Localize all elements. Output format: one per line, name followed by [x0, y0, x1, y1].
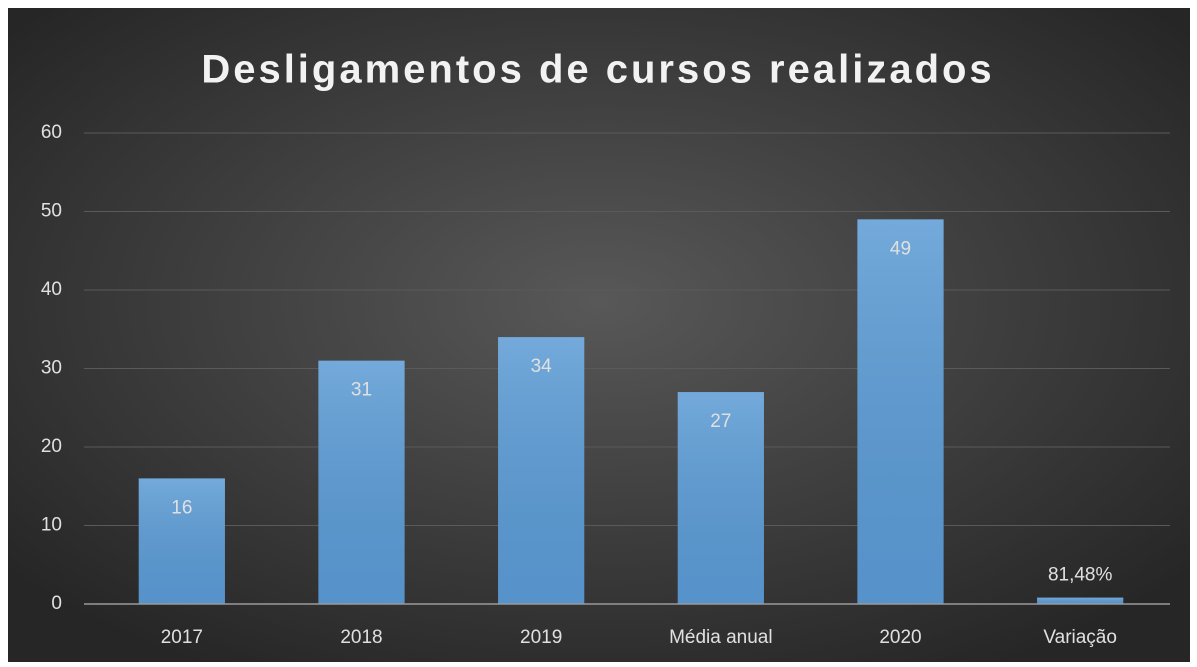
bar-shade — [318, 360, 405, 604]
data-label: 49 — [890, 238, 911, 259]
y-tick-label: 0 — [51, 593, 62, 614]
y-tick-label: 40 — [41, 279, 62, 300]
bar-shade — [857, 219, 944, 604]
x-tick-label: 2020 — [879, 627, 921, 648]
y-tick-label: 10 — [41, 515, 62, 536]
bar-shade — [677, 392, 764, 604]
y-tick-label: 20 — [41, 436, 62, 457]
bar-shade — [498, 337, 585, 604]
x-tick-label: 2019 — [520, 627, 562, 648]
chart-title: Desligamentos de cursos realizados — [201, 48, 994, 92]
bar-shade — [138, 478, 225, 604]
x-tick-label: 2017 — [161, 627, 203, 648]
data-label: 31 — [351, 380, 372, 401]
data-label: 16 — [171, 497, 192, 518]
y-tick-label: 50 — [41, 201, 62, 222]
data-label: 34 — [531, 356, 553, 377]
x-tick-label: Variação — [1043, 627, 1117, 648]
data-label: 27 — [710, 411, 731, 432]
bar-shade — [1037, 597, 1124, 604]
y-tick-label: 30 — [41, 358, 62, 379]
y-tick-label: 60 — [41, 122, 62, 143]
x-tick-label: Média anual — [669, 627, 773, 648]
x-tick-label: 2018 — [340, 627, 382, 648]
data-label: 81,48% — [1048, 565, 1113, 586]
